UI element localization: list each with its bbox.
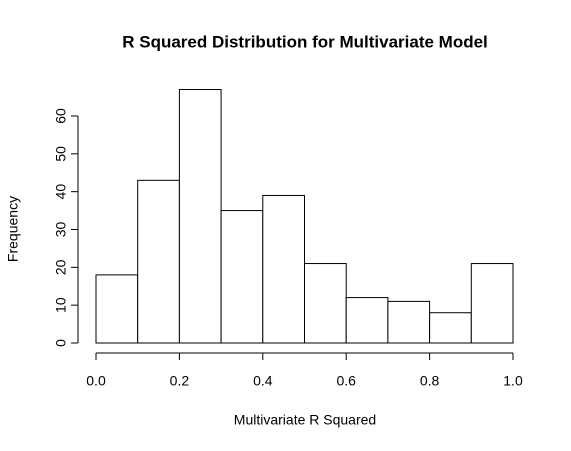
bar <box>95 274 139 344</box>
bar <box>137 179 180 344</box>
y-tick-label: 40 <box>53 184 69 200</box>
bar <box>304 263 347 344</box>
y-tick-label: 10 <box>53 297 69 313</box>
y-axis-label: Frequency <box>5 196 21 262</box>
x-tick-label: 0.8 <box>420 373 440 389</box>
x-tick-label: 0.6 <box>336 373 356 389</box>
chart-title: R Squared Distribution for Multivariate … <box>122 32 488 51</box>
y-tick-label: 20 <box>53 259 69 275</box>
bar <box>345 297 389 344</box>
x-tick-label: 0.2 <box>170 373 190 389</box>
bar <box>262 194 305 344</box>
y-tick-label: 30 <box>53 222 69 238</box>
x-axis-label: Multivariate R Squared <box>234 412 376 428</box>
bar <box>387 300 431 344</box>
bar <box>178 89 222 344</box>
bar <box>429 312 472 344</box>
y-tick-label: 50 <box>53 146 69 162</box>
bar <box>470 263 514 344</box>
bar <box>220 210 264 344</box>
x-tick-label: 0.0 <box>86 373 106 389</box>
y-tick-label: 0 <box>53 339 69 347</box>
x-tick-label: 1.0 <box>503 373 523 389</box>
y-tick-label: 60 <box>53 108 69 124</box>
x-tick-label: 0.4 <box>253 373 273 389</box>
